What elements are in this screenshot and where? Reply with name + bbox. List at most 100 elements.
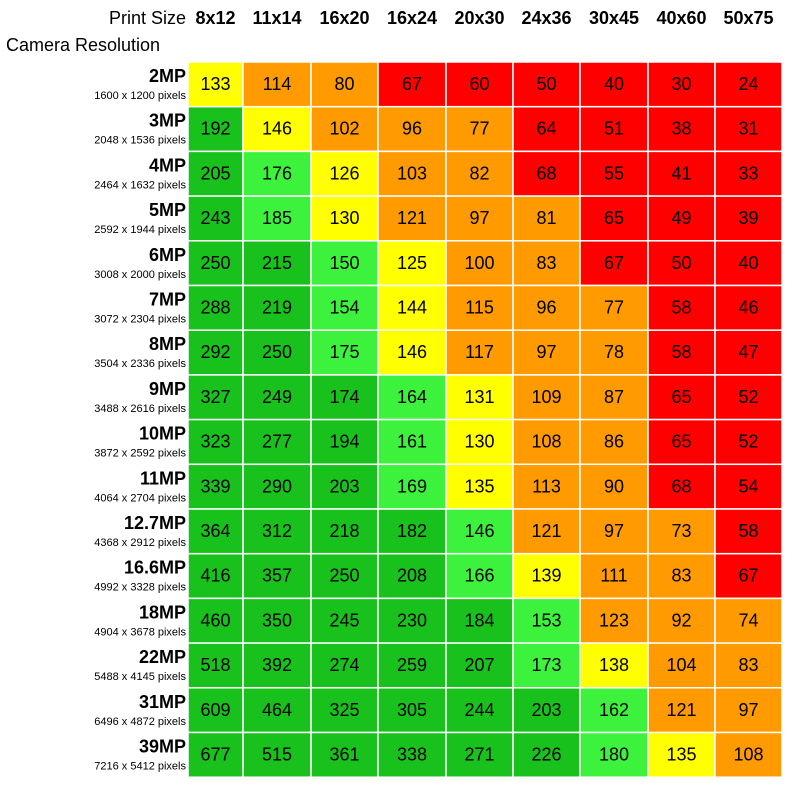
resolution-label: 8MP	[149, 334, 186, 354]
heatmap-cell	[445, 552, 514, 600]
pixel-dimensions-label: 3872 x 2592 pixels	[94, 448, 186, 460]
print-size-headers: 8x12 11x14 16x20 16x24 20x30 24x36 30x45 40x60 5…	[195, 8, 773, 28]
heatmap-cell	[579, 374, 649, 421]
heatmap-cell	[579, 731, 649, 778]
heatmap-cell	[187, 150, 244, 197]
heatmap-cell	[377, 597, 447, 644]
cell-value: 104	[666, 655, 696, 675]
resolution-label: 2MP	[149, 66, 186, 86]
cell-value: 460	[200, 610, 230, 630]
cell-value: 103	[397, 163, 427, 183]
cell-value: 58	[738, 521, 758, 541]
cell-value: 203	[531, 700, 561, 720]
cell-value: 259	[397, 655, 427, 675]
cell-value: 97	[469, 208, 489, 228]
resolution-label: 16.6MP	[124, 558, 186, 578]
heatmap-cell	[512, 418, 581, 466]
cell-value: 230	[397, 610, 427, 630]
heatmap-cell	[512, 374, 581, 421]
pixel-dimensions-label: 3504 x 2336 pixels	[94, 358, 186, 370]
heatmap-cell	[579, 105, 649, 153]
cell-value: 515	[262, 745, 292, 765]
heatmap-cell	[445, 642, 514, 689]
cell-value: 274	[329, 655, 359, 675]
cell-value: 182	[397, 521, 427, 541]
heatmap-cell	[377, 374, 447, 421]
cell-value: 130	[329, 208, 359, 228]
cell-value: 31	[738, 119, 758, 139]
heatmap-cell	[647, 463, 716, 510]
resolution-label: 22MP	[139, 647, 186, 667]
heatmap-cell	[187, 508, 244, 555]
pixel-dimensions-label: 4992 x 3328 pixels	[94, 582, 186, 594]
cell-value: 33	[738, 163, 758, 183]
print-size-header: 20x30	[454, 8, 504, 28]
cell-value: 46	[738, 298, 758, 318]
cell-value: 100	[464, 253, 494, 273]
cell-value: 226	[531, 745, 561, 765]
cell-value: 277	[262, 432, 292, 452]
cell-value: 194	[329, 432, 359, 452]
cell-value: 24	[738, 74, 758, 94]
cell-value: 203	[329, 476, 359, 496]
heatmap-cell	[187, 105, 244, 153]
heatmap-cell	[714, 374, 783, 421]
resolution-label: 3MP	[149, 111, 186, 131]
cell-value: 55	[604, 163, 624, 183]
cell-value: 52	[738, 432, 758, 452]
pixel-dimensions-label: 7216 x 5412 pixels	[94, 761, 186, 773]
cell-value: 125	[397, 253, 427, 273]
heatmap-cell	[512, 240, 581, 287]
pixel-dimensions-label: 4904 x 3678 pixels	[94, 626, 186, 638]
heatmap-cell	[647, 508, 716, 555]
heatmap-cell	[242, 61, 312, 108]
print-size-header: 40x60	[656, 8, 706, 28]
cell-value: 146	[397, 342, 427, 362]
pixel-dimensions-label: 3488 x 2616 pixels	[94, 403, 186, 415]
cell-value: 464	[262, 700, 292, 720]
cell-value: 290	[262, 476, 292, 496]
cell-value: 83	[536, 253, 556, 273]
cell-value: 60	[469, 74, 489, 94]
heatmap-cell	[714, 642, 783, 689]
cell-value: 205	[200, 163, 230, 183]
cell-value: 218	[329, 521, 359, 541]
cell-value: 67	[604, 253, 624, 273]
heatmap-cell	[512, 463, 581, 510]
pixel-dimensions-label: 2592 x 1944 pixels	[94, 224, 186, 236]
cell-value: 41	[671, 163, 691, 183]
cell-value: 123	[599, 610, 629, 630]
cell-value: 108	[733, 745, 763, 765]
heatmap-cell	[377, 642, 447, 689]
heatmap-cell	[377, 731, 447, 778]
heatmap-cell	[445, 418, 514, 466]
heatmap-cell	[445, 284, 514, 331]
heatmap-cell	[512, 284, 581, 331]
cell-value: 133	[200, 74, 230, 94]
cell-value: 288	[200, 298, 230, 318]
cell-value: 150	[329, 253, 359, 273]
heatmap-cell	[187, 284, 244, 331]
cell-value: 215	[262, 253, 292, 273]
cell-value: 164	[397, 387, 427, 407]
cell-value: 175	[329, 342, 359, 362]
cell-value: 102	[329, 119, 359, 139]
cell-value: 92	[671, 610, 691, 630]
cell-value: 77	[469, 119, 489, 139]
cell-value: 169	[397, 476, 427, 496]
cell-value: 130	[464, 432, 494, 452]
cell-value: 68	[671, 476, 691, 496]
cell-value: 74	[738, 610, 758, 630]
cell-value: 162	[599, 700, 629, 720]
heatmap-cell	[187, 418, 244, 466]
heatmap-cell	[714, 105, 783, 153]
heatmap-cell	[579, 597, 649, 644]
cell-value: 67	[402, 74, 422, 94]
cell-value: 135	[666, 745, 696, 765]
cell-value: 357	[262, 566, 292, 586]
heatmap-cell	[445, 105, 514, 153]
heatmap-cell	[512, 552, 581, 600]
cell-value: 207	[464, 655, 494, 675]
cell-value: 250	[262, 342, 292, 362]
